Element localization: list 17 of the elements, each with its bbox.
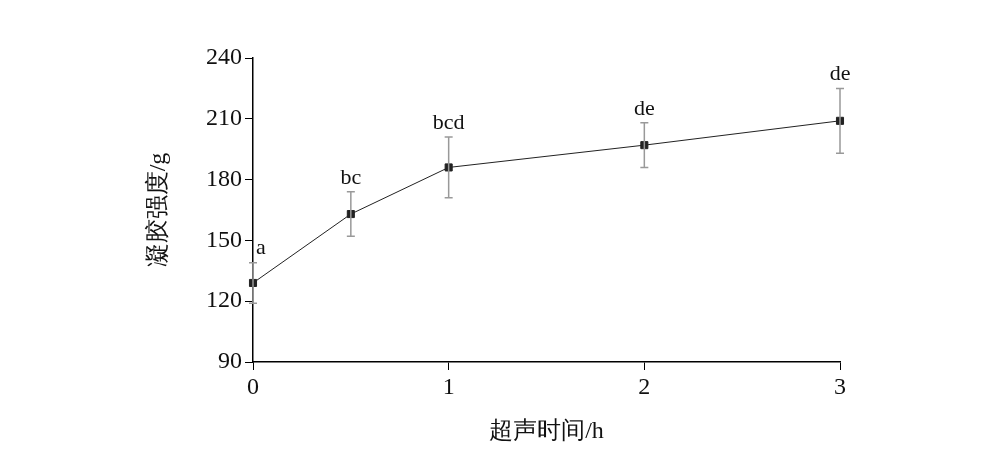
y-tick-label: 180 [206, 164, 242, 191]
annotation: de [633, 94, 655, 120]
x-tick-label: 0 [247, 372, 259, 399]
y-tick-label: 90 [218, 347, 242, 374]
y-tick-label: 210 [206, 104, 242, 131]
y-tick-label: 240 [206, 43, 242, 70]
annotation: a [256, 234, 266, 260]
x-tick-label: 2 [638, 372, 651, 399]
annotation: de [829, 60, 851, 86]
x-tick-label: 1 [442, 372, 455, 399]
y-axis-title: 凝胶强度/g [143, 152, 170, 268]
y-tick-label: 150 [206, 225, 242, 252]
y-tick-label: 120 [206, 286, 242, 313]
annotation: bc [340, 163, 362, 189]
x-axis-title: 超声时间/h [489, 416, 604, 443]
x-tick-label: 3 [834, 372, 846, 399]
annotation: bcd [432, 108, 465, 134]
